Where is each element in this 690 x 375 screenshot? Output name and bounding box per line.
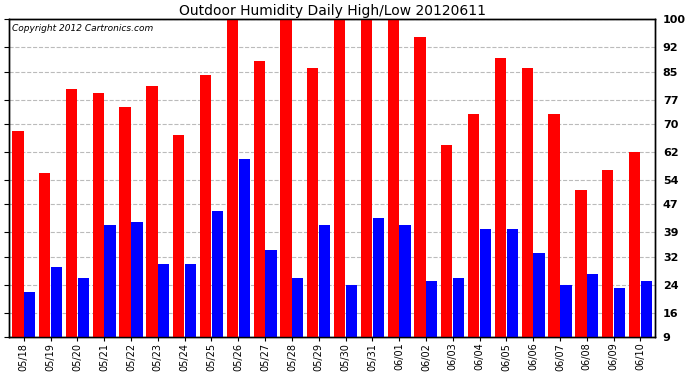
Bar [24,292,35,369]
Bar [415,37,426,369]
Bar [361,20,372,369]
Bar [66,89,77,369]
Bar [227,20,238,369]
Text: Copyright 2012 Cartronics.com: Copyright 2012 Cartronics.com [12,24,153,33]
Bar [533,254,544,369]
Bar [549,114,560,369]
Bar [307,68,319,369]
Bar [614,288,625,369]
Bar [480,229,491,369]
Bar [158,264,169,369]
Bar [373,218,384,369]
Bar [388,20,399,369]
Bar [131,222,143,369]
Bar [495,58,506,369]
Bar [12,131,23,369]
Bar [453,278,464,369]
Bar [200,75,211,369]
Bar [239,159,250,369]
Bar [92,93,104,369]
Bar [280,20,292,369]
Bar [104,225,116,369]
Bar [641,281,652,369]
Bar [292,278,304,369]
Bar [400,225,411,369]
Bar [587,274,598,369]
Bar [39,173,50,369]
Bar [173,135,184,369]
Title: Outdoor Humidity Daily High/Low 20120611: Outdoor Humidity Daily High/Low 20120611 [179,4,486,18]
Bar [253,61,265,369]
Bar [266,250,277,369]
Bar [146,86,157,369]
Bar [560,285,571,369]
Bar [506,229,518,369]
Bar [185,264,196,369]
Bar [602,170,613,369]
Bar [51,267,62,369]
Bar [78,278,89,369]
Bar [426,281,437,369]
Bar [468,114,480,369]
Bar [334,20,345,369]
Bar [346,285,357,369]
Bar [319,225,331,369]
Bar [441,145,453,369]
Bar [119,106,130,369]
Bar [212,211,223,369]
Bar [575,190,586,369]
Bar [629,152,640,369]
Bar [522,68,533,369]
